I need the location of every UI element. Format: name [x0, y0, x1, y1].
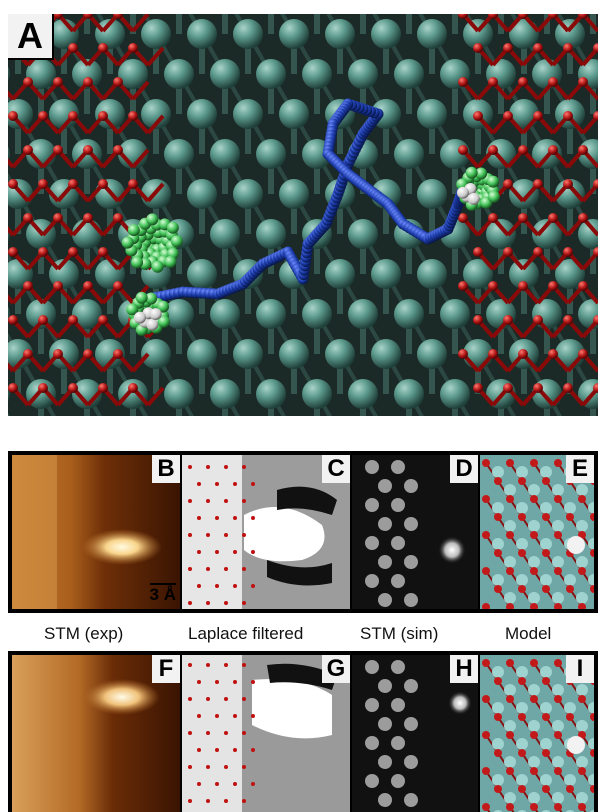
panel-f-stm-exp: F: [12, 655, 180, 812]
panel-label-i: I: [566, 655, 594, 683]
panel-label-e: E: [566, 455, 594, 483]
panel-g-laplace: G: [182, 655, 350, 812]
panel-label-h: H: [450, 655, 478, 683]
surface-render: [8, 14, 598, 416]
panel-label-b: B: [152, 455, 180, 483]
panel-label-c: C: [322, 455, 350, 483]
panel-e-model: E: [480, 455, 594, 609]
label-laplace-filtered: Laplace filtered: [188, 624, 304, 643]
label-stm-sim: STM (sim): [360, 624, 439, 643]
panel-label-f: F: [152, 655, 180, 683]
panel-i-model: I: [480, 655, 594, 812]
panel-label-g: G: [322, 655, 350, 683]
panel-h-stm-sim: H: [352, 655, 478, 812]
panel-b-stm-exp: B 3 Å: [12, 455, 180, 609]
panel-strip-top: B 3 Å C D: [8, 451, 598, 613]
panel-d-stm-sim: D: [352, 455, 478, 609]
panel-strip-bottom: F G H I: [8, 651, 598, 812]
panel-a-molecular-render: A: [8, 14, 598, 416]
label-model: Model: [505, 624, 552, 643]
panel-c-laplace: C: [182, 455, 350, 609]
scale-bar: 3 Å: [149, 583, 176, 604]
panel-label-d: D: [450, 455, 478, 483]
label-stm-exp: STM (exp): [44, 624, 124, 643]
row-labels: STM (exp) Laplace filtered STM (sim) Mod…: [8, 620, 598, 648]
panel-label-a: A: [8, 14, 54, 60]
